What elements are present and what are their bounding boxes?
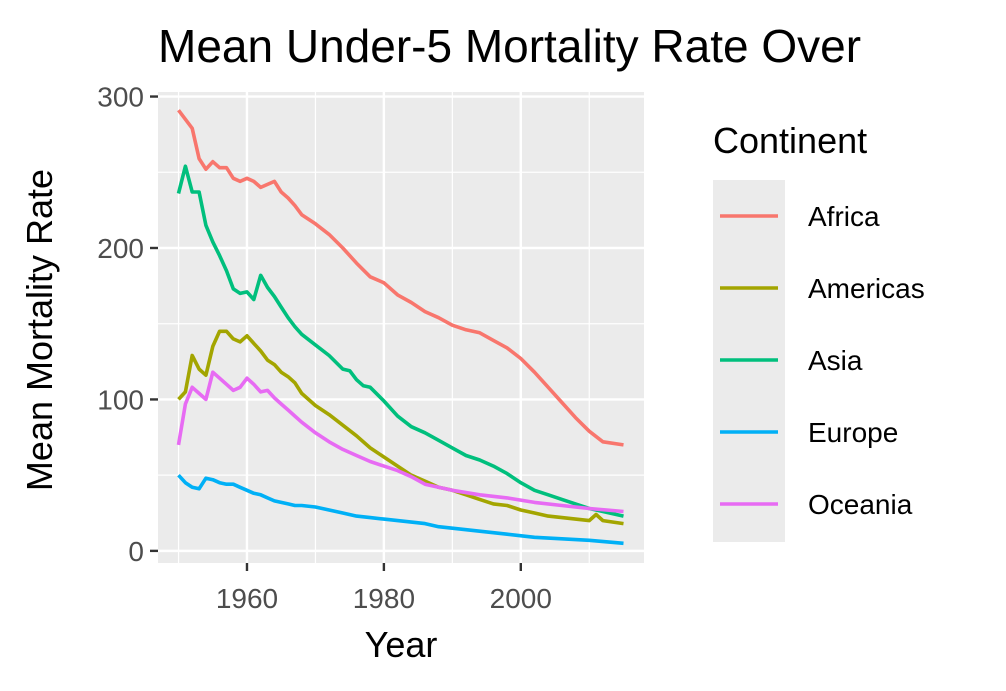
series-line-asia [176, 164, 624, 518]
series-lines [176, 109, 624, 546]
y-tick-label: 200 [97, 233, 144, 264]
series-line-africa [177, 109, 624, 447]
series-line-oceania [176, 370, 624, 514]
y-axis-title: Mean Mortality Rate [19, 169, 60, 491]
plot-panel [158, 92, 644, 563]
y-tick-label: 100 [97, 384, 144, 415]
y-tick-label: 300 [97, 82, 144, 113]
minor-gridlines [158, 92, 644, 563]
y-axis: 0 100 200 300 [97, 82, 158, 567]
legend-label-americas: Americas [808, 273, 925, 304]
y-tick-label: 0 [128, 536, 144, 567]
x-tick-label: 1980 [353, 583, 415, 614]
x-axis: 1960 1980 2000 [216, 563, 552, 614]
series-line-americas [177, 329, 624, 526]
legend-title: Continent [713, 120, 867, 161]
legend-label-asia: Asia [808, 345, 863, 376]
legend-label-europe: Europe [808, 417, 898, 448]
x-tick-label: 2000 [490, 583, 552, 614]
legend: Continent Africa Americas Asia Europe Oceani… [713, 120, 925, 542]
x-tick-label: 1960 [216, 583, 278, 614]
legend-label-oceania: Oceania [808, 489, 913, 520]
series-line-europe [177, 473, 624, 546]
x-axis-title: Year [365, 624, 438, 665]
legend-label-africa: Africa [808, 201, 880, 232]
chart-title: Mean Under-5 Mortality Rate Over [158, 20, 861, 72]
